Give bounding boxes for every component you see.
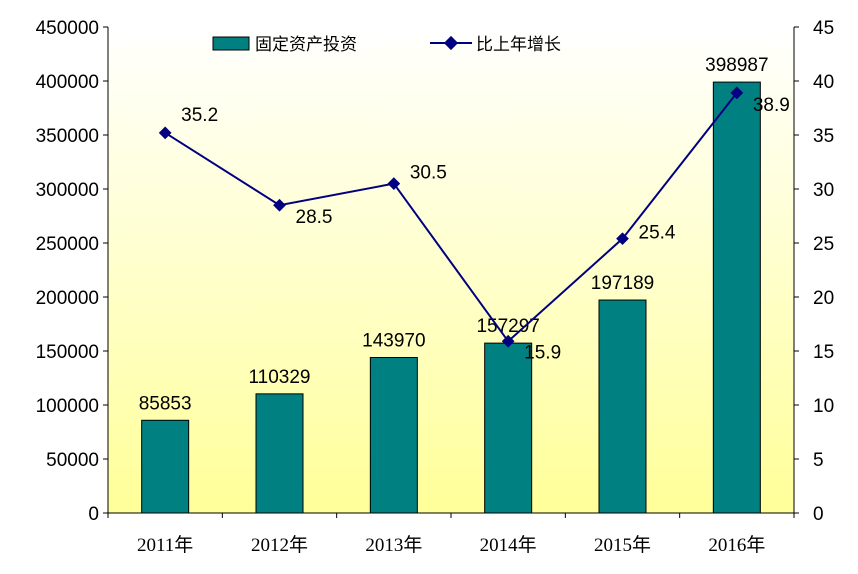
bar-value-label-4: 197189	[591, 273, 654, 294]
line-marker-2	[387, 177, 401, 190]
left-tick-label: 300000	[36, 180, 99, 201]
line-marker-0	[158, 126, 172, 140]
x-tick-label-1: 2012年	[251, 534, 308, 556]
bar-1	[255, 393, 304, 514]
x-tick-label-4: 2015年	[594, 534, 651, 556]
line-marker-3	[501, 334, 515, 348]
x-tick-label-2: 2013年	[365, 534, 422, 556]
line-value-label-5: 38.9	[753, 95, 790, 116]
bar-value-label-5: 398987	[705, 55, 768, 76]
legend-line-label: 比上年增长	[476, 35, 561, 55]
left-tick-label: 450000	[36, 18, 99, 39]
bar-3	[484, 342, 533, 514]
bar-2	[369, 357, 418, 514]
right-tick-label: 10	[813, 396, 834, 417]
bar-value-label-2: 143970	[362, 331, 425, 352]
bar-4	[598, 299, 647, 514]
plot-area	[108, 27, 794, 513]
right-tick-label: 25	[813, 234, 834, 255]
right-tick-label: 15	[813, 342, 834, 363]
x-tick-label-0: 2011年	[137, 534, 193, 556]
legend-line-marker	[443, 35, 459, 51]
left-tick-label: 0	[88, 504, 99, 525]
left-tick-label: 250000	[36, 234, 99, 255]
bar-value-label-1: 110329	[249, 367, 311, 388]
left-tick-label: 350000	[36, 126, 99, 147]
x-tick-label-3: 2014年	[480, 534, 537, 556]
right-tick-label: 0	[813, 504, 824, 525]
bar-value-label-3: 157297	[476, 316, 539, 337]
legend: 固定资产投资 比上年增长	[212, 35, 561, 55]
right-tick-label: 35	[813, 126, 834, 147]
legend-bar-swatch	[212, 36, 250, 51]
x-tick-label-5: 2016年	[708, 534, 765, 556]
left-tick-label: 150000	[36, 342, 99, 363]
line-value-label-3: 15.9	[524, 342, 561, 363]
growth-line	[164, 92, 738, 343]
right-tick-label: 40	[813, 72, 834, 93]
left-tick-label: 100000	[36, 396, 99, 417]
right-tick-label: 45	[813, 18, 834, 39]
bar-0	[141, 419, 190, 514]
line-value-label-2: 30.5	[410, 163, 447, 184]
bar-value-label-0: 85853	[139, 393, 192, 414]
line-marker-1	[273, 198, 286, 212]
right-tick-label: 20	[813, 288, 834, 309]
right-tick-label: 5	[813, 450, 824, 471]
line-value-label-4: 25.4	[639, 223, 676, 244]
line-value-label-0: 35.2	[181, 105, 218, 126]
left-tick-label: 50000	[46, 450, 99, 471]
left-tick-label: 200000	[36, 288, 99, 309]
legend-bar-label: 固定资产投资	[255, 35, 357, 55]
line-value-label-1: 28.5	[296, 207, 333, 228]
right-tick-label: 30	[813, 180, 834, 201]
left-tick-label: 400000	[36, 72, 99, 93]
bar-5	[712, 81, 761, 514]
